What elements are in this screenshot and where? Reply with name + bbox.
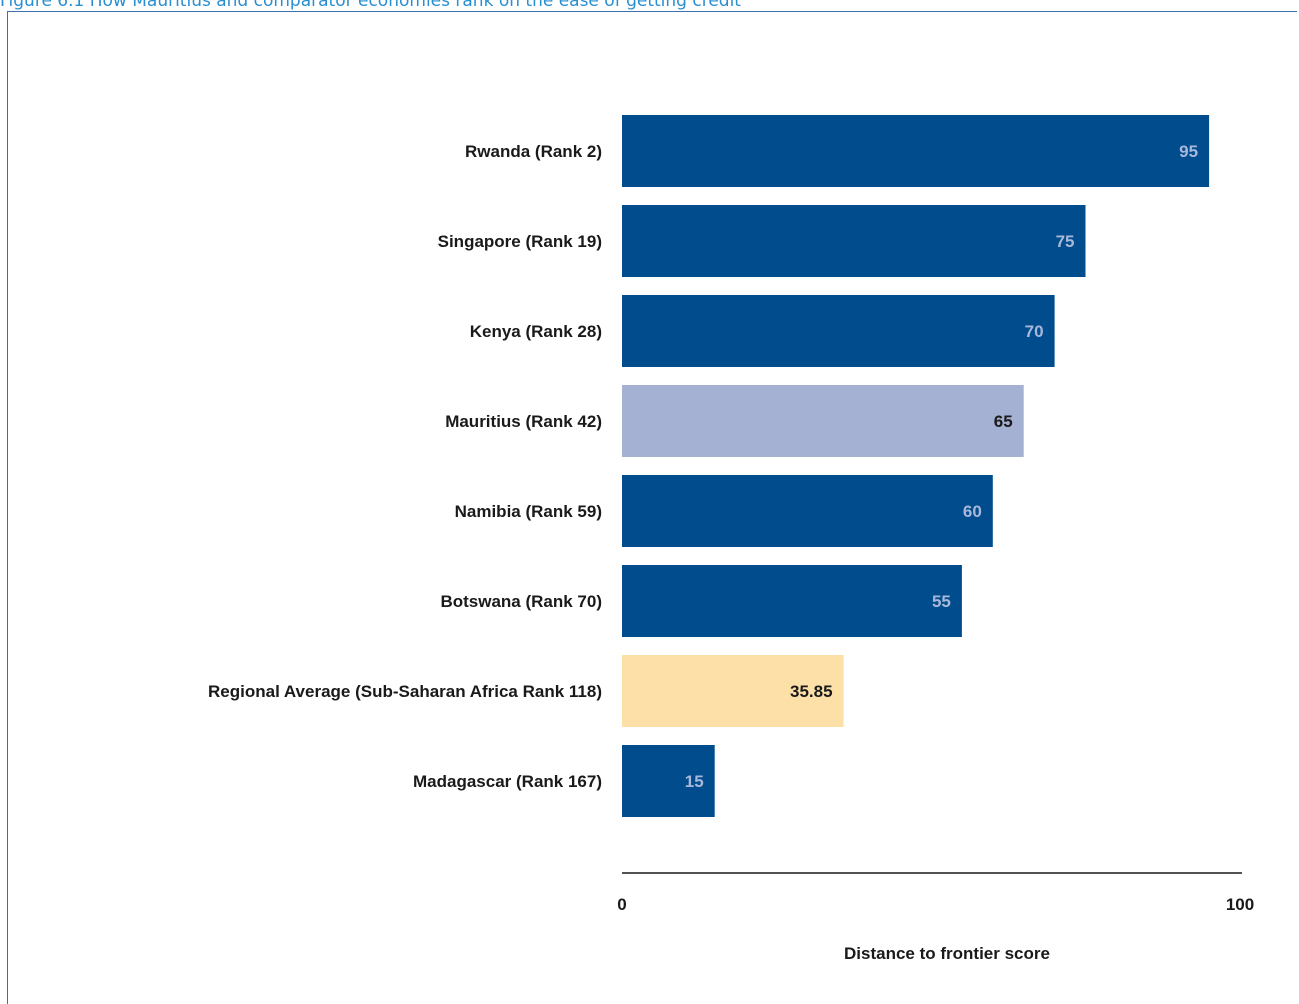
bar — [622, 655, 844, 727]
category-label: Botswana (Rank 70) — [440, 592, 602, 611]
bar — [622, 565, 962, 637]
x-tick-label: 100 — [1226, 895, 1254, 914]
category-label: Madagascar (Rank 167) — [413, 772, 602, 791]
x-tick-label: 0 — [617, 895, 626, 914]
category-label: Singapore (Rank 19) — [438, 232, 602, 251]
value-label: 55 — [932, 592, 951, 611]
category-label: Namibia (Rank 59) — [455, 502, 602, 521]
value-label: 65 — [994, 412, 1013, 431]
category-label: Rwanda (Rank 2) — [465, 142, 602, 161]
category-label: Mauritius (Rank 42) — [445, 412, 602, 431]
figure-title: Figure 6.1 How Mauritius and comparator … — [0, 0, 741, 11]
value-label: 75 — [1056, 232, 1075, 251]
value-label: 95 — [1179, 142, 1198, 161]
bar — [622, 115, 1210, 187]
category-label: Kenya (Rank 28) — [470, 322, 602, 341]
category-label: Regional Average (Sub-Saharan Africa Ran… — [208, 682, 602, 701]
value-label: 70 — [1025, 322, 1044, 341]
bar — [622, 385, 1024, 457]
bar — [622, 475, 993, 547]
x-axis-title: Distance to frontier score — [844, 944, 1050, 963]
bar — [622, 205, 1086, 277]
value-label: 15 — [685, 772, 704, 791]
bar — [622, 295, 1055, 367]
value-label: 35.85 — [790, 682, 833, 701]
figure-frame — [7, 11, 1297, 1004]
bar — [622, 745, 715, 817]
value-label: 60 — [963, 502, 982, 521]
